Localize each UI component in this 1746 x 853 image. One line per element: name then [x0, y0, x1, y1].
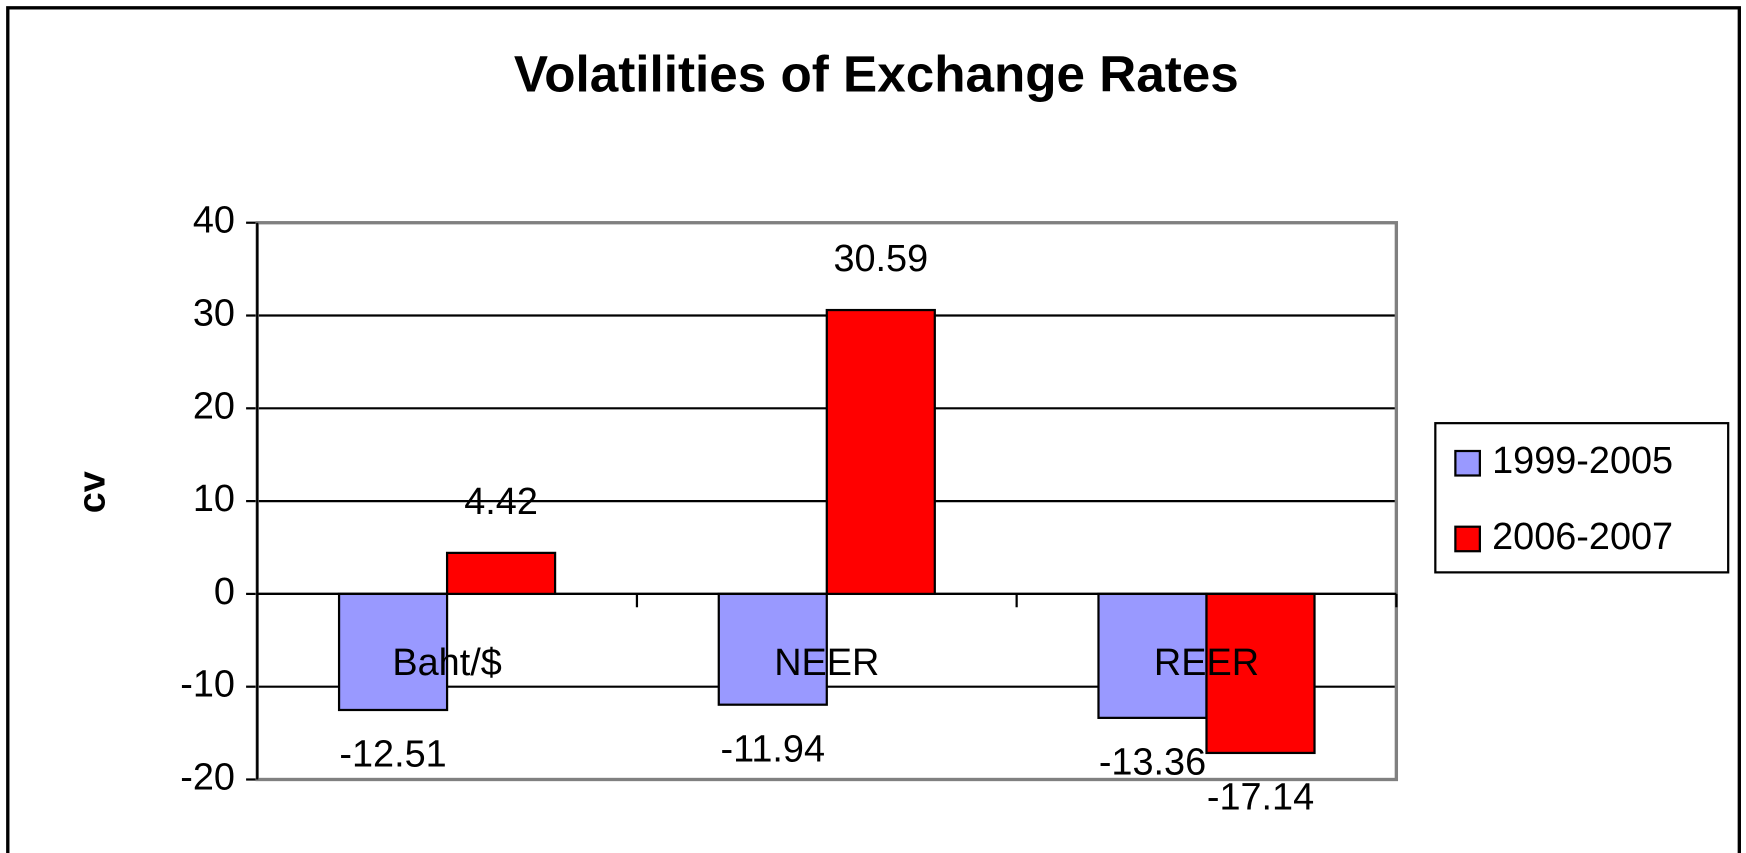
y-tick-label: 30 [193, 293, 235, 335]
bar [337, 592, 449, 712]
data-label: -17.14 [1207, 777, 1314, 819]
y-tick-label: -20 [180, 756, 235, 798]
y-tick-label: -10 [180, 664, 235, 706]
chart-title: Volatilities of Exchange Rates [514, 45, 1239, 102]
data-label: -11.94 [721, 728, 826, 770]
legend-swatch [1454, 449, 1481, 477]
bar [717, 592, 828, 706]
y-axis-label: cv [72, 471, 114, 513]
y-tick-label: 0 [214, 571, 235, 613]
legend-swatch [1454, 525, 1481, 553]
bar [825, 308, 936, 596]
data-label: -12.51 [339, 734, 446, 776]
bar [445, 551, 557, 596]
data-label: 30.59 [833, 238, 928, 280]
bar [1205, 592, 1316, 755]
data-label: 4.42 [464, 481, 538, 523]
y-tick-label: 20 [193, 385, 235, 427]
legend-label: 1999-2005 [1492, 440, 1673, 482]
x-tick-label: REER [1154, 642, 1259, 684]
x-tick-label: Baht/$ [392, 642, 501, 684]
data-label: -13.36 [1099, 742, 1206, 784]
legend-label: 2006-2007 [1492, 516, 1673, 558]
y-tick-label: 10 [193, 478, 235, 520]
legend-box [1434, 422, 1730, 574]
y-tick-label: 40 [193, 200, 235, 242]
x-tick-label: NEER [774, 642, 879, 684]
